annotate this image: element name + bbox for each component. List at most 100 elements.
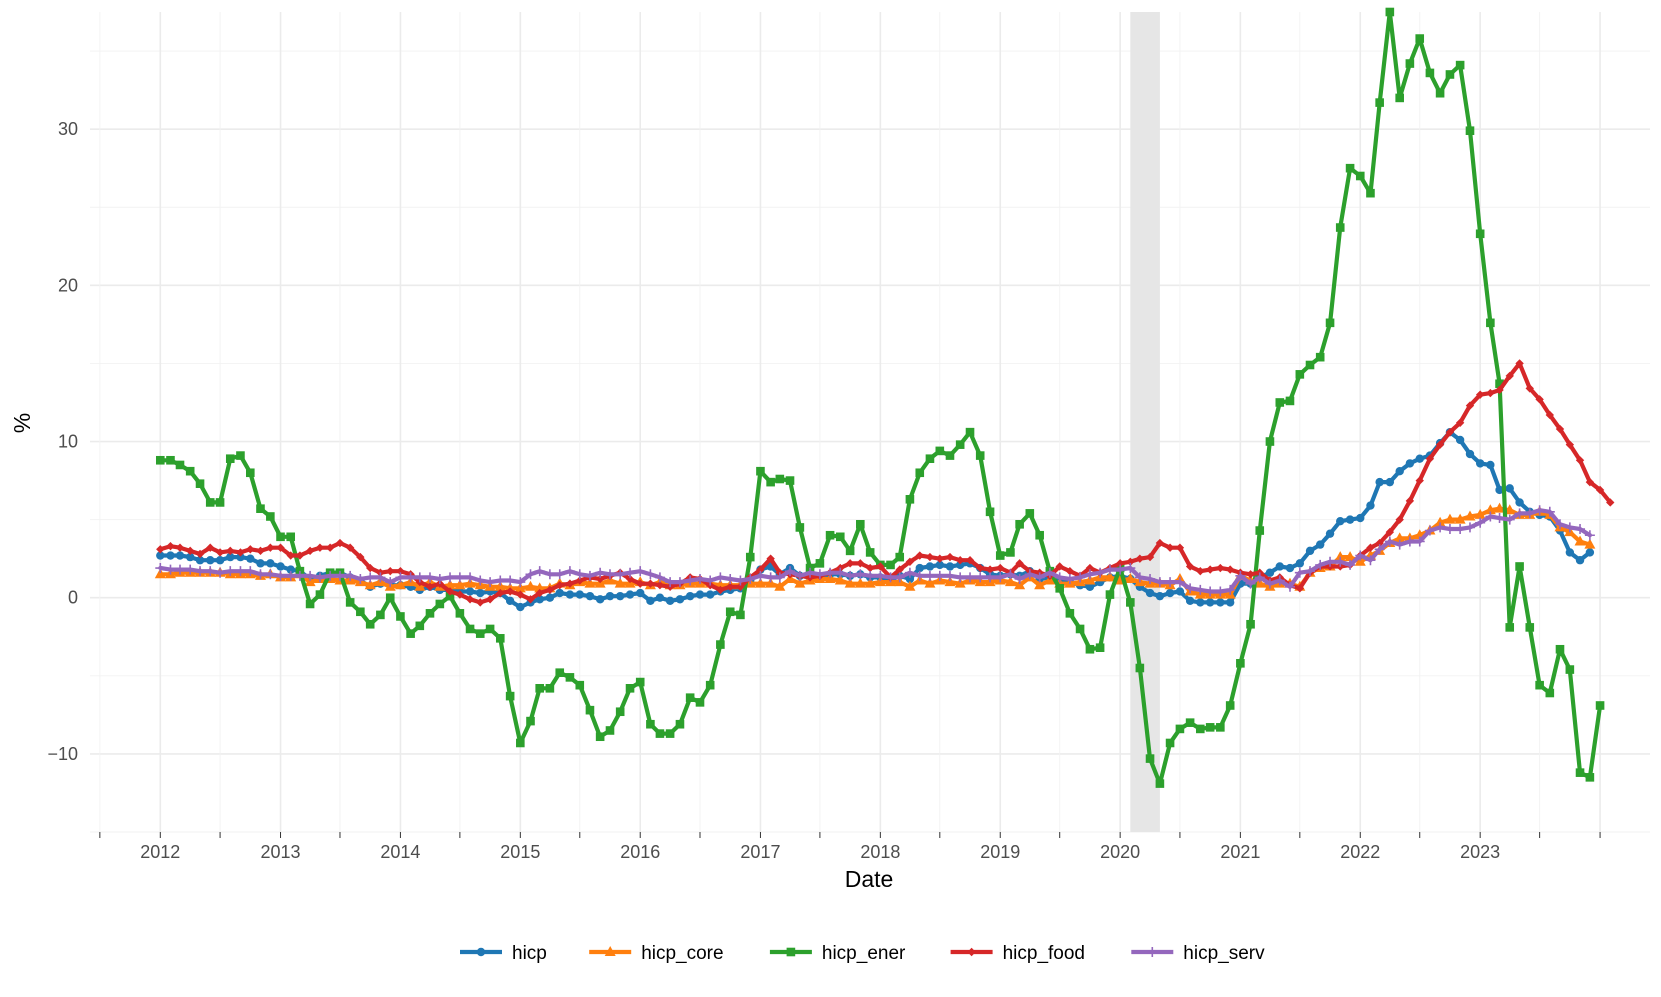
data-point [1035, 530, 1044, 540]
data-point [1514, 508, 1525, 519]
data-point [886, 560, 895, 570]
data-point [1575, 556, 1585, 565]
data-point [1465, 401, 1475, 410]
data-point [1115, 564, 1126, 575]
data-point [476, 598, 485, 607]
data-point [1494, 502, 1506, 513]
data-point [1454, 513, 1466, 524]
data-point [794, 570, 805, 581]
data-point [236, 548, 245, 557]
data-point [876, 562, 885, 571]
data-point [1135, 554, 1145, 563]
data-point [1434, 516, 1446, 527]
data-point [1445, 70, 1455, 79]
legend-label: hicp [512, 943, 547, 964]
data-point [315, 543, 325, 552]
data-point [1006, 548, 1015, 557]
data-point [1414, 536, 1425, 547]
data-point [195, 556, 205, 565]
data-point [885, 572, 896, 583]
x-axis-title: Date [845, 866, 894, 892]
data-point [1134, 572, 1145, 583]
data-point [355, 573, 366, 584]
x-tick-label: 2015 [500, 842, 540, 862]
data-point [256, 546, 265, 556]
data-point [1225, 701, 1235, 710]
data-point [825, 530, 835, 540]
data-point [1345, 163, 1355, 173]
data-point [955, 572, 966, 583]
legend-label: hicp_ener [822, 943, 906, 964]
data-point [1485, 511, 1496, 522]
data-point [1165, 738, 1175, 748]
data-point [156, 551, 165, 560]
data-point [1205, 586, 1216, 597]
data-point [1464, 510, 1476, 521]
data-point [1294, 567, 1305, 578]
data-point [925, 552, 935, 562]
data-point [1575, 456, 1585, 465]
data-point [945, 562, 955, 571]
data-point [325, 570, 336, 581]
data-point [175, 551, 185, 560]
data-point [965, 556, 975, 565]
data-point [1565, 665, 1575, 674]
data-point [1135, 663, 1145, 673]
data-point [185, 564, 196, 575]
data-point [1366, 543, 1375, 552]
data-point [565, 590, 575, 599]
data-point [944, 576, 956, 587]
data-point [1315, 352, 1325, 362]
data-point [396, 566, 405, 576]
data-point [1385, 477, 1395, 487]
data-point [1054, 572, 1065, 583]
data-point [646, 579, 655, 588]
data-point [294, 570, 305, 581]
data-point [1155, 779, 1165, 788]
data-point [756, 466, 765, 476]
data-point [185, 546, 195, 556]
data-point [595, 574, 605, 584]
data-point [914, 570, 925, 581]
y-tick-label: −10 [47, 744, 78, 764]
data-point [166, 551, 175, 560]
data-point [1014, 579, 1026, 590]
data-point [985, 507, 995, 517]
data-point [844, 577, 856, 588]
data-point [674, 577, 685, 588]
data-point [396, 612, 405, 621]
data-point [175, 543, 185, 552]
data-point [1374, 544, 1385, 555]
shaded-period-rect [1130, 12, 1160, 832]
data-point [935, 560, 945, 570]
data-point [725, 607, 735, 617]
data-point [1585, 773, 1595, 782]
data-point [1525, 384, 1534, 393]
data-point [496, 588, 505, 598]
data-point [505, 575, 516, 586]
data-point [685, 693, 695, 702]
data-point [725, 573, 736, 584]
data-point [535, 684, 545, 693]
data-point [1495, 379, 1504, 389]
data-point [1584, 530, 1595, 541]
data-point [1425, 454, 1435, 463]
data-point [1574, 535, 1586, 546]
data-point [1584, 538, 1596, 549]
data-point [845, 570, 856, 581]
data-point [655, 581, 665, 590]
data-point [465, 624, 475, 634]
data-point [215, 548, 225, 557]
data-point [1554, 519, 1565, 530]
data-point [465, 587, 475, 596]
data-point [375, 572, 386, 583]
data-point [1455, 60, 1465, 70]
data-point [1265, 437, 1275, 446]
data-point [1424, 525, 1435, 536]
data-point [476, 947, 486, 957]
data-point [286, 551, 295, 560]
data-point [574, 569, 585, 580]
data-point [975, 572, 986, 583]
data-point [256, 504, 265, 513]
data-point [1355, 171, 1365, 181]
